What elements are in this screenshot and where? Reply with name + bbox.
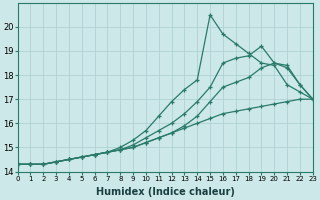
X-axis label: Humidex (Indice chaleur): Humidex (Indice chaleur) (96, 187, 235, 197)
